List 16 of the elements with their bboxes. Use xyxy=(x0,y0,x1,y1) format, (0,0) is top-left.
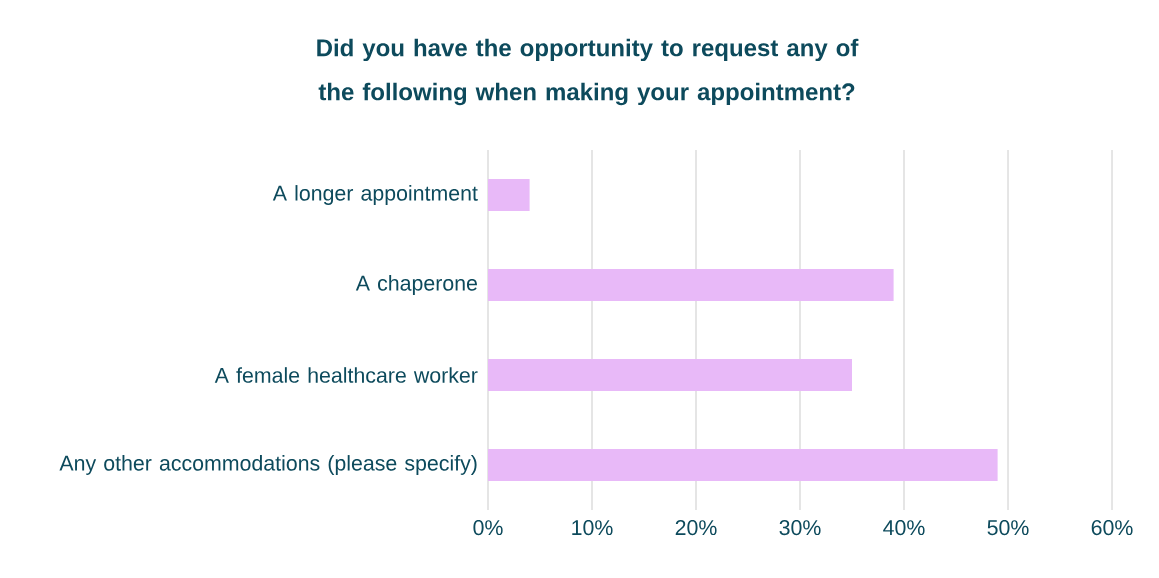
x-tick-label: 20% xyxy=(675,520,717,536)
x-tick-label: 0% xyxy=(473,520,503,536)
y-tick-label: A female healthcare worker xyxy=(214,367,478,383)
x-tick-label: 50% xyxy=(987,520,1029,536)
y-tick-label: A chaperone xyxy=(355,275,477,295)
x-tick-label: 40% xyxy=(883,520,925,536)
x-tick-label: 10% xyxy=(572,520,613,536)
bar xyxy=(488,449,998,482)
bar xyxy=(488,179,530,212)
x-tick-label: 60% xyxy=(1091,520,1133,536)
y-tick-label: A longer appointment xyxy=(272,185,478,205)
chart-title: Did you have the opportunity to request any of the following when making your appointment? xyxy=(317,38,859,106)
bar xyxy=(488,359,852,391)
y-tick-label: Any other accommodations (please specify) xyxy=(59,455,477,475)
bar xyxy=(488,269,894,302)
x-tick-label: 30% xyxy=(779,520,821,536)
